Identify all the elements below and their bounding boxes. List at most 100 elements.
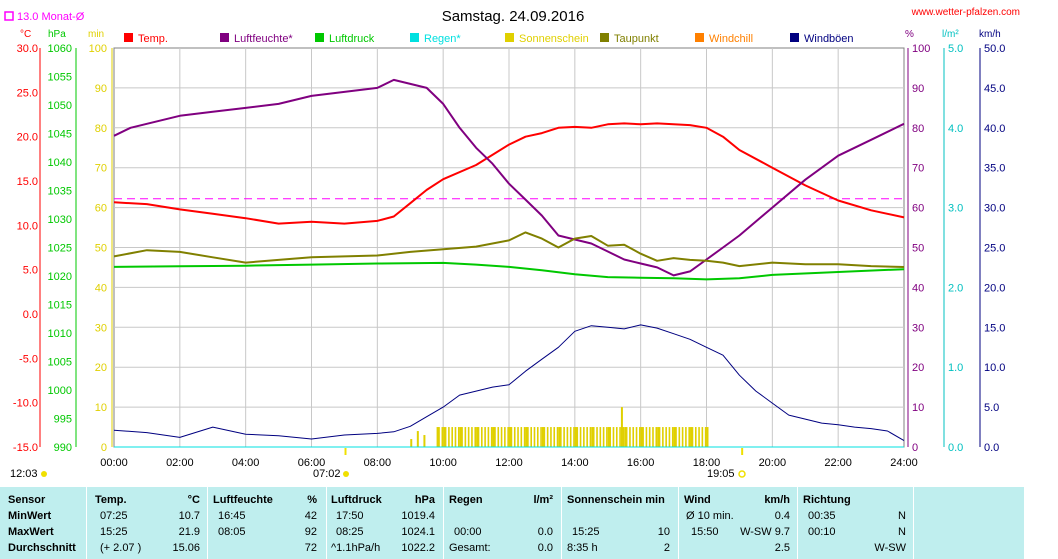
y-tick-label-temp_c: 25.0 bbox=[17, 87, 38, 99]
sunshine-bar bbox=[563, 427, 565, 447]
x-tick-label: 20:00 bbox=[759, 457, 787, 469]
sunshine-bar bbox=[490, 427, 493, 447]
unit-sun: min bbox=[88, 29, 104, 40]
cell-rain-value: 0.0 bbox=[537, 542, 553, 554]
sunshine-bar bbox=[507, 427, 509, 447]
x-tick-label: 08:00 bbox=[364, 457, 392, 469]
cell-pressure-value: 1019.4 bbox=[401, 510, 435, 522]
y-tick-label-sun_min: 30 bbox=[95, 322, 107, 334]
y-tick-label-sun_min: 100 bbox=[89, 43, 107, 55]
y-tick-label-rain_lm2: 4.0 bbox=[948, 123, 963, 135]
sunshine-bar bbox=[579, 427, 582, 447]
sunshine-bar bbox=[675, 427, 677, 447]
y-tick-label-humidity_pct: 50 bbox=[912, 243, 924, 255]
y-tick-label-wind_kmh: 5.0 bbox=[984, 402, 999, 414]
y-tick-label-rain_lm2: 3.0 bbox=[948, 203, 963, 215]
y-tick-label-pressure_hpa: 1035 bbox=[48, 186, 72, 198]
legend-swatch bbox=[600, 33, 609, 42]
series-line bbox=[113, 324, 905, 442]
sunshine-bar bbox=[492, 427, 495, 447]
sunshine-bar bbox=[556, 427, 559, 447]
sunshine-bar bbox=[509, 427, 511, 447]
sunshine-bar bbox=[416, 431, 419, 447]
sunshine-bar bbox=[474, 427, 477, 447]
sunshine-bar bbox=[698, 427, 700, 447]
sunshine-bar bbox=[510, 427, 513, 447]
x-tick-label: 06:00 bbox=[298, 457, 326, 469]
x-tick-label: 04:00 bbox=[232, 457, 260, 469]
y-tick-label-sun_min: 50 bbox=[95, 243, 107, 255]
x-tick-label: 14:00 bbox=[561, 457, 589, 469]
stats-table bbox=[0, 487, 1024, 559]
sunshine-bar bbox=[423, 435, 426, 447]
cell-pressure-value: 1024.1 bbox=[401, 526, 435, 538]
row-label: MaxWert bbox=[8, 526, 54, 538]
col-separator bbox=[443, 487, 444, 559]
sunshine-bar bbox=[533, 427, 536, 447]
y-tick-label-temp_c: 10.0 bbox=[17, 220, 38, 232]
x-tick-label: 02:00 bbox=[166, 457, 194, 469]
y-tick-label-pressure_hpa: 1010 bbox=[48, 328, 72, 340]
sunshine-bar bbox=[459, 427, 462, 447]
legend-swatch bbox=[220, 33, 229, 42]
series-line bbox=[113, 122, 905, 225]
hdr-sensor: Sensor bbox=[8, 494, 46, 506]
y-tick-label-humidity_pct: 30 bbox=[912, 322, 924, 334]
grid bbox=[113, 47, 905, 448]
sunshine-bar bbox=[596, 427, 598, 447]
legend-swatch bbox=[124, 33, 133, 42]
cell-temp-time: 15:25 bbox=[100, 526, 128, 538]
x-tick-label: 22:00 bbox=[824, 457, 852, 469]
hdr-rain: Regen bbox=[449, 494, 483, 506]
sunshine-bar bbox=[443, 427, 446, 447]
unit-wind: km/h bbox=[979, 29, 1001, 40]
cell-sun-time: 15:25 bbox=[572, 526, 600, 538]
sunshine-bar bbox=[629, 427, 631, 447]
sunshine-bar bbox=[673, 427, 676, 447]
hdr-temp-unit: °C bbox=[187, 494, 200, 506]
cell-wind-value: 0.4 bbox=[774, 510, 790, 522]
sunrise-label: 07:02 bbox=[313, 468, 341, 480]
y-tick-label-temp_c: 15.0 bbox=[17, 176, 38, 188]
series-line bbox=[113, 261, 905, 281]
sunshine-bar bbox=[655, 427, 658, 447]
sunshine-bar bbox=[500, 427, 503, 447]
sunshine-bar bbox=[504, 427, 506, 447]
unit-pressure: hPa bbox=[48, 29, 66, 40]
cell-wind-time: Ø 10 min. bbox=[686, 510, 734, 522]
cell-wind-time: 15:50 bbox=[691, 526, 719, 538]
cell-sun-value: 2 bbox=[663, 542, 670, 554]
hdr-humidity: Luftfeuchte bbox=[213, 494, 273, 506]
chart-title: Samstag. 24.09.2016 bbox=[442, 8, 585, 25]
sunshine-bar bbox=[484, 427, 486, 447]
y-tick-label-temp_c: -10.0 bbox=[13, 398, 38, 410]
sunshine-bar bbox=[657, 427, 660, 447]
sunshine-bar bbox=[527, 427, 529, 447]
sunshine-bar bbox=[602, 427, 605, 447]
y-tick-label-pressure_hpa: 1045 bbox=[48, 129, 72, 141]
y-tick-label-rain_lm2: 1.0 bbox=[948, 362, 963, 374]
sunshine-bar bbox=[640, 427, 643, 447]
y-tick-label-wind_kmh: 50.0 bbox=[984, 43, 1005, 55]
y-tick-label-pressure_hpa: 995 bbox=[54, 414, 72, 426]
x-tick-label: 16:00 bbox=[627, 457, 655, 469]
site-url[interactable]: www.wetter-pfalzen.com bbox=[911, 7, 1020, 18]
legend-label: Sonnenschein bbox=[519, 33, 589, 45]
cell-temp-value: 15.06 bbox=[172, 542, 200, 554]
sunshine-bar bbox=[517, 427, 519, 447]
y-tick-label-wind_kmh: 20.0 bbox=[984, 282, 1005, 294]
sunshine-bar bbox=[441, 427, 444, 447]
sunshine-bar bbox=[476, 427, 479, 447]
sunshine-bar bbox=[671, 427, 674, 447]
sunshine-bar bbox=[546, 427, 549, 447]
y-tick-label-temp_c: 20.0 bbox=[17, 132, 38, 144]
sunshine-bars bbox=[410, 407, 709, 447]
y-tick-label-wind_kmh: 45.0 bbox=[984, 83, 1005, 95]
y-tick-label-humidity_pct: 20 bbox=[912, 362, 924, 374]
legend-label: Taupunkt bbox=[614, 33, 659, 45]
y-tick-label-temp_c: -5.0 bbox=[19, 353, 38, 365]
sunshine-bar bbox=[410, 439, 413, 447]
cell-temp-value: 10.7 bbox=[178, 510, 200, 522]
sunshine-bar bbox=[690, 427, 693, 447]
sunshine-bar bbox=[701, 427, 704, 447]
